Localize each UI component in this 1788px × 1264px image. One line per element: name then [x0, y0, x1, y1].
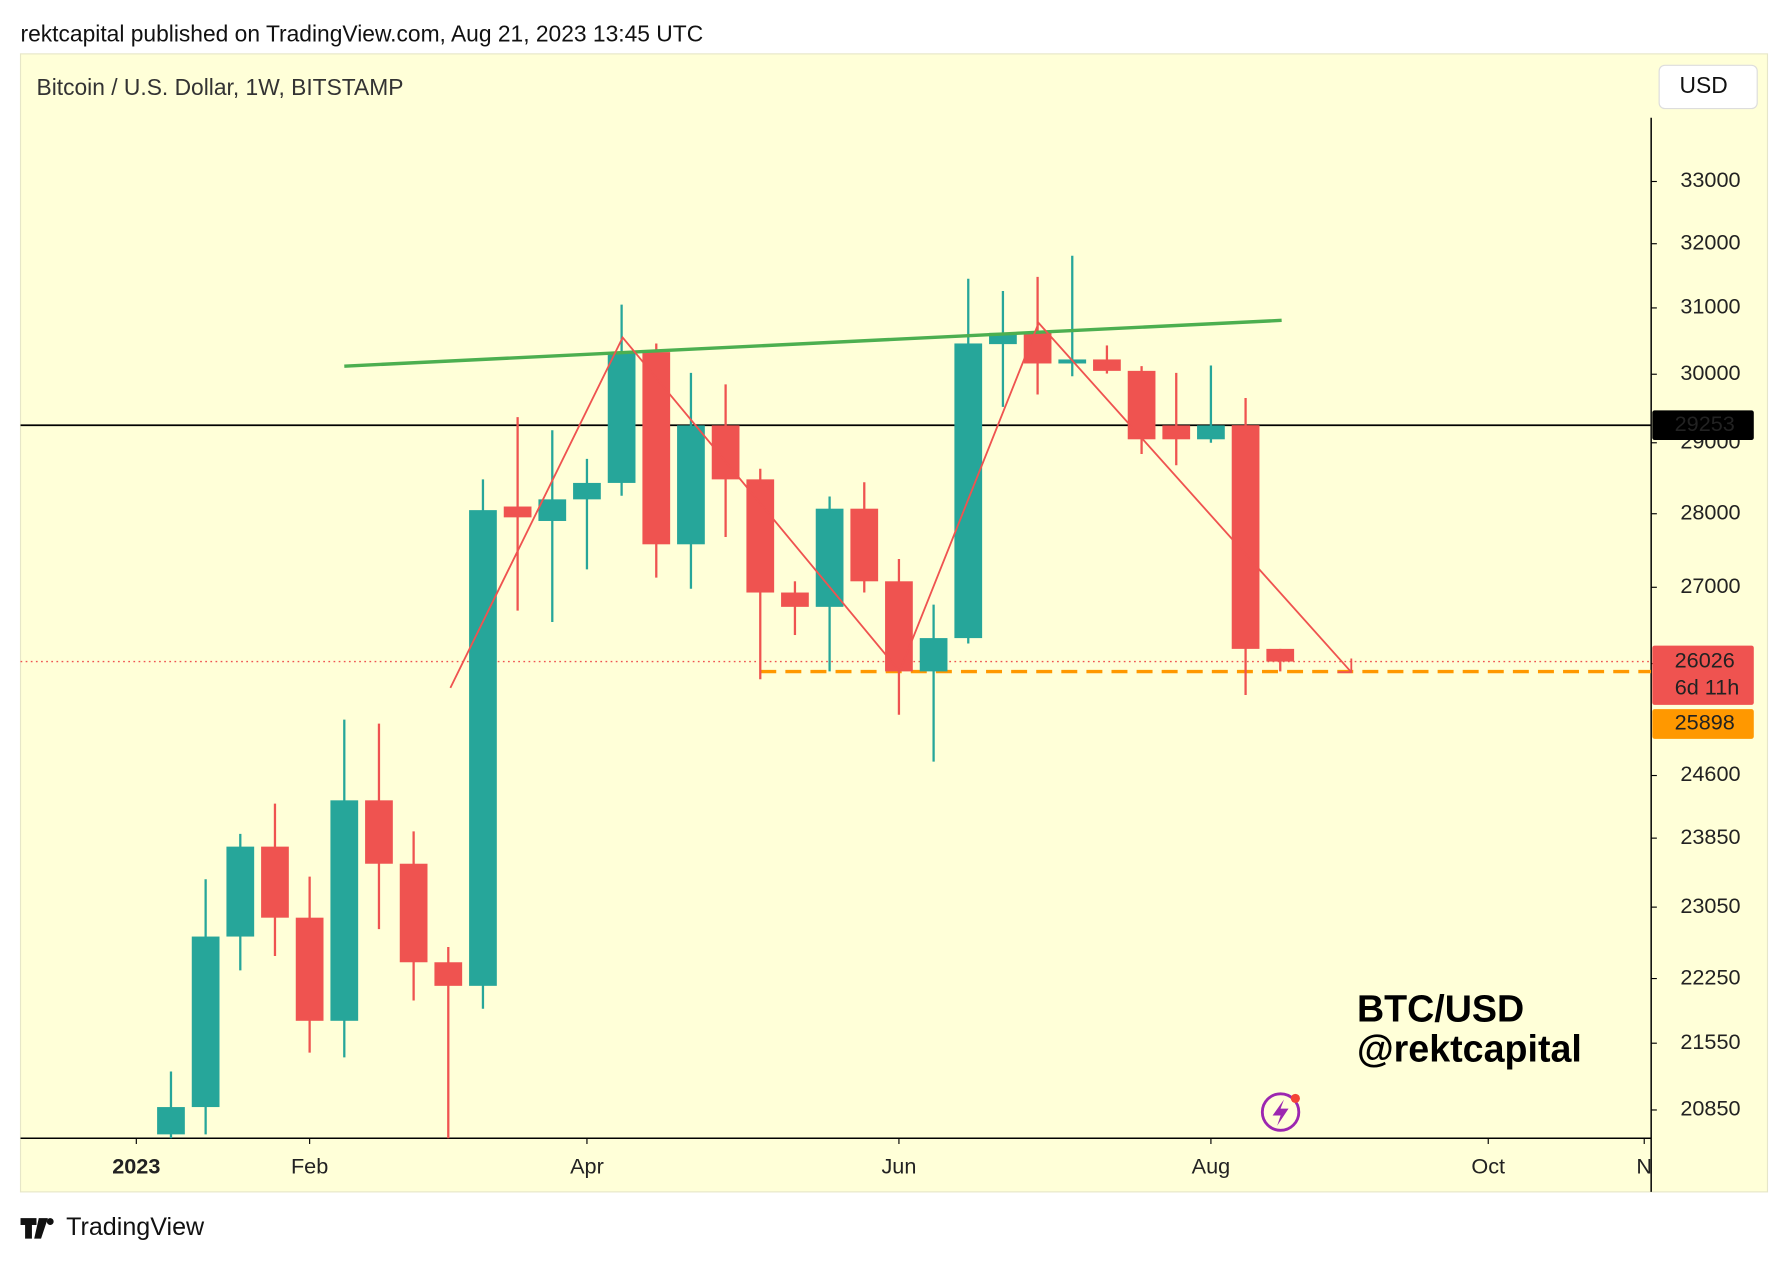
- candle-body: [677, 425, 705, 545]
- publish-info: rektcapital published on TradingView.com…: [21, 21, 704, 47]
- price-label-bg: [1652, 709, 1754, 739]
- candle-body: [746, 479, 775, 593]
- countdown-label: 6d 11h: [1675, 675, 1740, 700]
- y-tick-label: 28000: [1680, 499, 1740, 524]
- candle-body: [295, 917, 324, 1021]
- plot-area: [20, 255, 1652, 1139]
- x-tick-label: Oct: [1471, 1154, 1505, 1179]
- y-tick-label: 22250: [1680, 964, 1740, 989]
- candle-body: [607, 352, 636, 483]
- symbol-title: Bitcoin / U.S. Dollar, 1W, BITSTAMP: [36, 74, 403, 100]
- y-tick-label: 23850: [1680, 824, 1740, 849]
- x-tick-label: N: [1636, 1154, 1652, 1179]
- candle-body: [954, 343, 983, 639]
- trendline: [344, 318, 1282, 368]
- y-tick-label: 27000: [1680, 573, 1740, 598]
- price-label: 26026: [1675, 647, 1735, 672]
- watermark: BTC/USD: [1357, 988, 1524, 1030]
- x-tick-label: 2023: [112, 1154, 160, 1179]
- y-tick-label: 31000: [1680, 294, 1740, 319]
- candle-body: [815, 508, 844, 607]
- candle-body: [365, 800, 393, 864]
- candle-body: [850, 508, 879, 582]
- candle-body: [781, 592, 809, 607]
- candle-body: [919, 638, 948, 672]
- candle-body: [1231, 425, 1260, 649]
- currency-button[interactable]: [1658, 64, 1758, 110]
- candle-body: [503, 506, 532, 518]
- candle-body: [642, 352, 671, 545]
- y-tick-label: 32000: [1680, 229, 1740, 254]
- candle-body: [330, 800, 359, 1021]
- tv-logo: [20, 1218, 54, 1239]
- price-label-bg: [1652, 410, 1754, 441]
- y-tick-label: 21550: [1680, 1029, 1740, 1054]
- y-tick-label: 24600: [1680, 761, 1740, 786]
- y-tick-label: 20850: [1680, 1096, 1740, 1121]
- x-tick-label: Aug: [1192, 1154, 1231, 1179]
- x-tick-label: Apr: [570, 1154, 604, 1179]
- candle-body: [573, 482, 601, 500]
- price-label: 29253: [1675, 411, 1735, 436]
- y-tick-label: 30000: [1680, 360, 1740, 385]
- candle-body: [434, 962, 463, 986]
- x-tick-label: Feb: [291, 1154, 328, 1179]
- candle-body: [989, 332, 1017, 345]
- y-tick-label: 23050: [1680, 893, 1740, 918]
- price-label-bg: [1652, 645, 1754, 705]
- candle-body: [1127, 370, 1156, 440]
- x-tick-label: Jun: [881, 1154, 916, 1179]
- y-tick-label: 33000: [1680, 167, 1740, 192]
- time-axis: 2023 Feb Apr Jun Aug Oct N: [112, 1138, 1652, 1179]
- candle-body: [538, 499, 567, 521]
- price-label: 25898: [1675, 710, 1735, 735]
- candle-body: [261, 846, 289, 918]
- candle-body: [399, 863, 428, 963]
- price-axis: 2085021550222502305023850246002600027000…: [1651, 167, 1754, 1121]
- projection-path: [449, 321, 1352, 689]
- candle-body: [157, 1107, 185, 1135]
- candle-body: [1162, 425, 1191, 440]
- lightning-icon[interactable]: [1260, 1092, 1301, 1132]
- arrow-head: [1337, 658, 1353, 674]
- candle-body: [885, 581, 913, 672]
- candle-body: [191, 936, 220, 1108]
- watermark: @rektcapital: [1357, 1028, 1582, 1070]
- currency-label: USD: [1680, 72, 1728, 98]
- candle-body: [711, 425, 740, 480]
- candle-body: [1093, 359, 1121, 371]
- candle-body: [1266, 648, 1295, 662]
- candle-body: [226, 846, 255, 937]
- brand: TradingView: [66, 1213, 205, 1241]
- candle-body: [1197, 425, 1225, 440]
- candle-body: [469, 510, 497, 986]
